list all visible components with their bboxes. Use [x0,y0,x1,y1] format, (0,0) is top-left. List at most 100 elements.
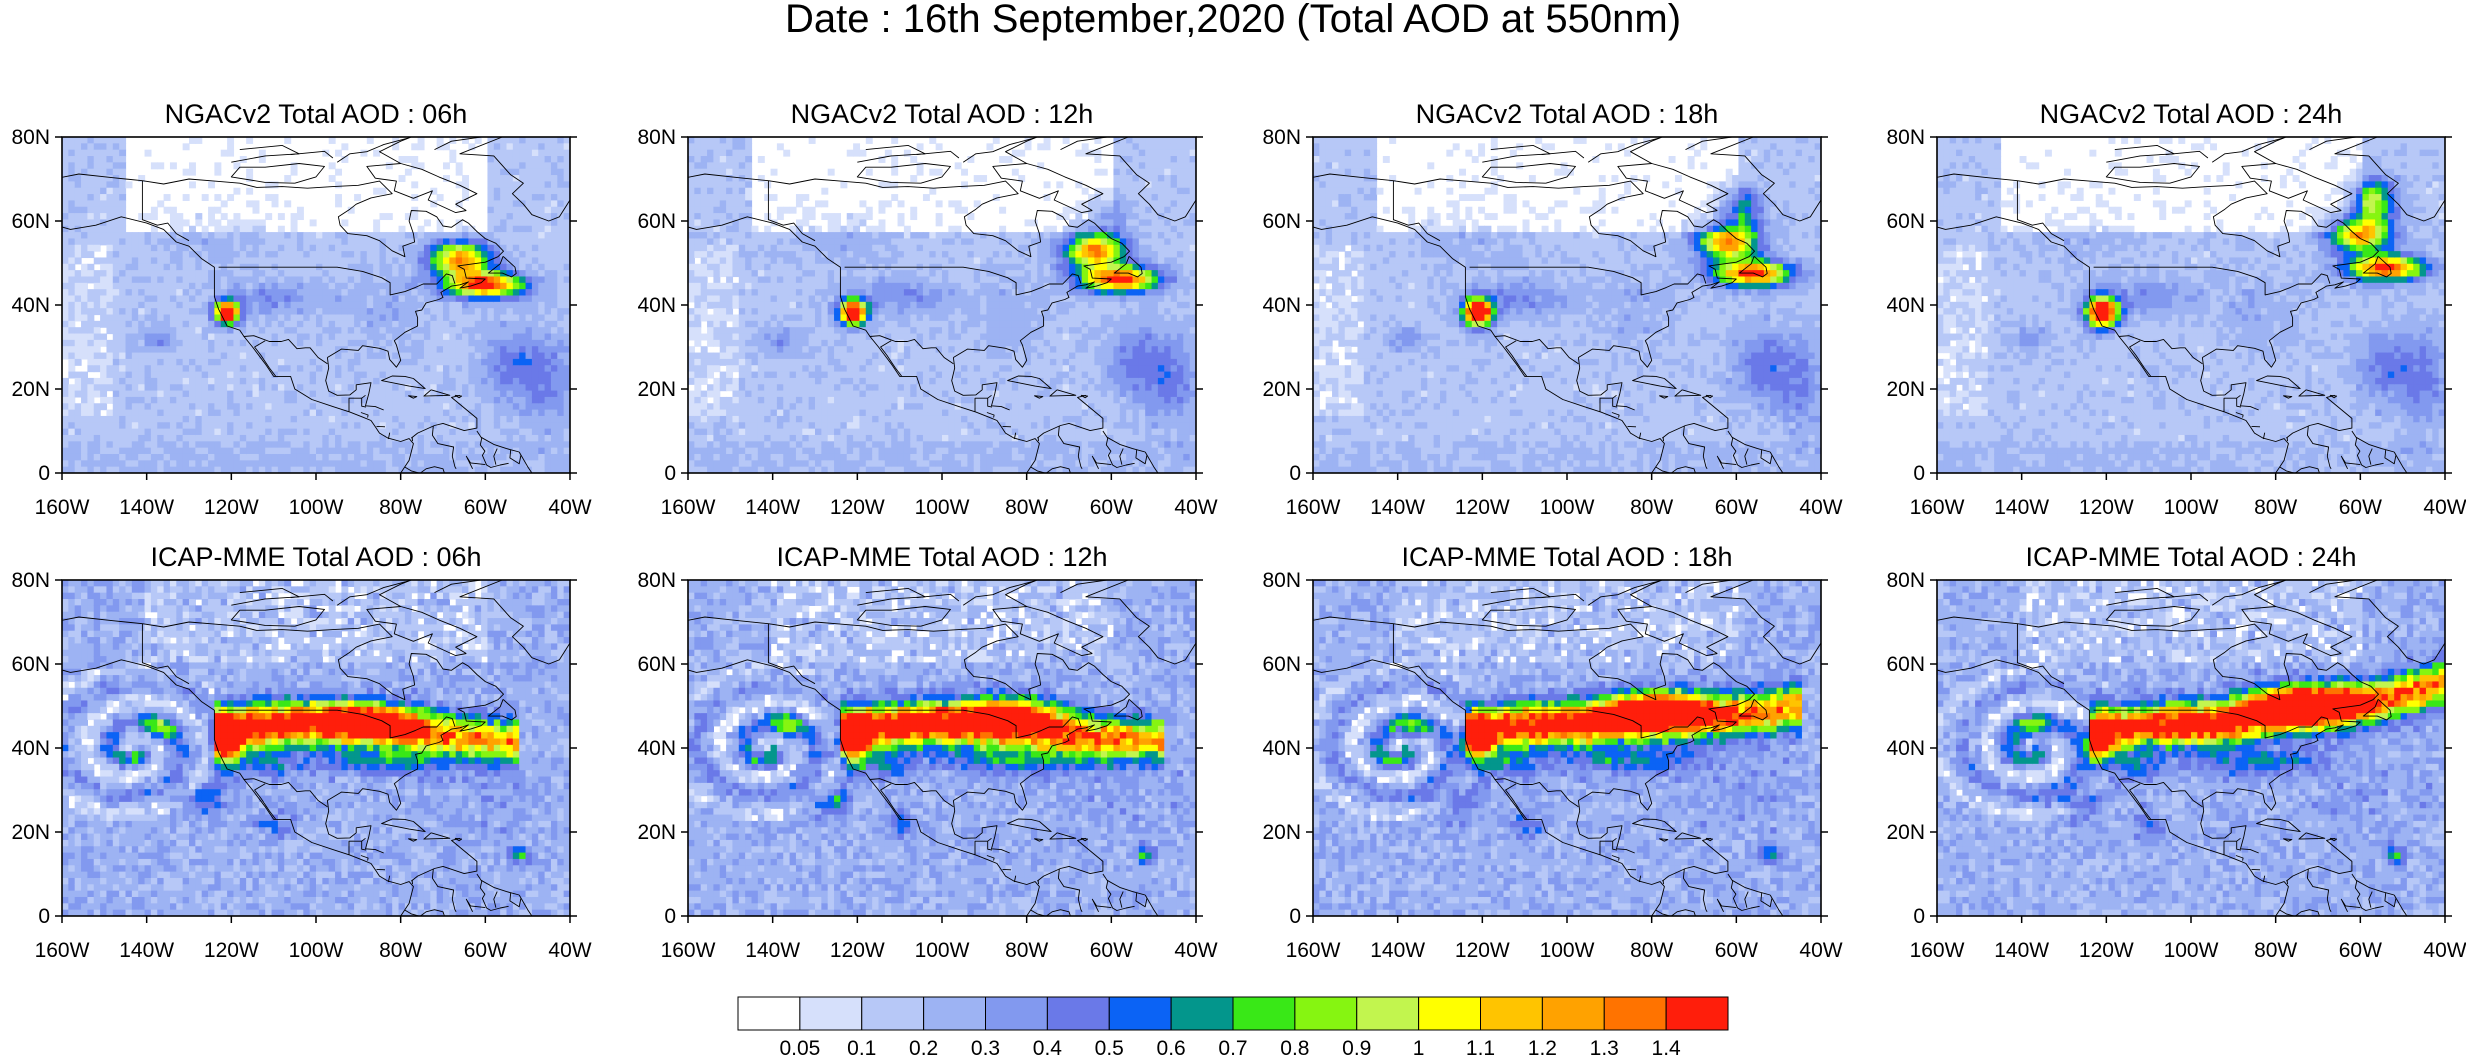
colorbar-box [1046,996,1110,1031]
lon-tick-label: 60W [464,496,507,519]
map-panel: ICAP-MME Total AOD : 24h 80N 60N 40N 20N 0 160… [1886,542,2466,962]
coastlines [62,580,570,916]
lon-tick-label: 160W [1286,939,1341,962]
coastlines [1937,137,2445,473]
lat-tick-label: 40N [637,737,676,760]
colorbar-label: 0.3 [971,1037,1000,1056]
colorbar-label: 0.9 [1342,1037,1371,1056]
colorbar-label: 0.05 [779,1037,820,1056]
lon-tick-label: 80W [1005,939,1048,962]
lat-tick-label: 40N [637,294,676,317]
colorbar-box [1480,996,1543,1031]
lat-tick-label: 20N [1886,821,1925,844]
colorbar-label: 1.1 [1466,1037,1495,1056]
lon-tick-label: 160W [1910,496,1965,519]
lon-tick-label: 100W [2164,939,2219,962]
map-panel: ICAP-MME Total AOD : 12h 80N 60N 40N 20N 0 160… [637,542,1217,962]
coastlines [1313,580,1821,916]
lon-tick-label: 40W [1174,496,1217,519]
colorbar-label: 1.3 [1590,1037,1619,1056]
colorbar-box [1418,996,1482,1031]
map-panel: ICAP-MME Total AOD : 18h 80N 60N 40N 20N 0 160… [1262,542,1842,962]
colorbar-label: 1 [1413,1037,1425,1056]
lat-tick-label: 60N [11,653,50,676]
lon-tick-label: 40W [548,939,591,962]
colorbar-box [1108,996,1172,1031]
map-panel: NGACv2 Total AOD : 12h 80N 60N 40N 20N 0 160W 1… [637,99,1217,519]
lon-tick-label: 80W [1005,496,1048,519]
map-panel: ICAP-MME Total AOD : 06h 80N 60N 40N 20N 0 160… [11,542,591,962]
colorbar-box [737,996,801,1031]
lon-tick-label: 100W [289,496,344,519]
lon-tick-label: 120W [2079,939,2134,962]
lon-tick-label: 120W [1455,496,1510,519]
lon-tick-label: 100W [1540,496,1595,519]
aod-field [1937,580,2445,916]
colorbar-label: 1.2 [1528,1037,1557,1056]
lat-tick-label: 0 [1913,462,1925,485]
lat-tick-label: 60N [637,653,676,676]
lat-tick-label: 20N [11,821,50,844]
map-panel: NGACv2 Total AOD : 24h 80N 60N 40N 20N 0 160W 1… [1886,99,2466,519]
lat-tick-label: 40N [11,737,50,760]
lat-tick-label: 60N [1886,653,1925,676]
lat-tick-label: 0 [38,462,50,485]
lon-tick-label: 120W [204,496,259,519]
lon-tick-label: 80W [1630,939,1673,962]
colorbar-box [1294,996,1358,1031]
lon-tick-label: 120W [830,939,885,962]
lat-tick-label: 60N [1262,653,1301,676]
colorbar-box [1356,996,1420,1031]
panel-title: ICAP-MME Total AOD : 24h [2025,542,2356,572]
lon-tick-label: 60W [1090,939,1133,962]
lon-tick-label: 100W [1540,939,1595,962]
lon-tick-label: 60W [1090,496,1133,519]
aod-field [62,580,570,916]
lat-tick-label: 40N [11,294,50,317]
lon-tick-label: 60W [2339,939,2382,962]
lon-tick-label: 80W [2254,496,2297,519]
lat-tick-label: 20N [637,378,676,401]
lon-tick-label: 80W [2254,939,2297,962]
map-panel: NGACv2 Total AOD : 06h 80N 60N 40N 20N 0 160W 1… [11,99,591,519]
panel-grid: NGACv2 Total AOD : 06h 80N 60N 40N 20N 0 160W 1… [11,99,2466,962]
lat-tick-label: 0 [664,462,676,485]
colorbar-label: 0.7 [1218,1037,1247,1056]
colorbar-label: 0.2 [909,1037,938,1056]
lon-tick-label: 140W [1370,496,1425,519]
lat-tick-label: 40N [1886,294,1925,317]
lon-tick-label: 40W [548,496,591,519]
aod-field [1313,580,1821,916]
lon-tick-label: 40W [1799,496,1842,519]
lon-tick-label: 100W [289,939,344,962]
lat-tick-label: 0 [38,905,50,928]
lat-tick-label: 40N [1262,737,1301,760]
panel-title: NGACv2 Total AOD : 06h [165,99,468,129]
colorbar-label: 0.4 [1033,1037,1063,1056]
lat-tick-label: 20N [1262,821,1301,844]
coastlines [688,137,1196,473]
lat-tick-label: 80N [11,569,50,592]
lat-tick-label: 80N [637,569,676,592]
colorbar-label: 0.6 [1157,1037,1186,1056]
colorbar-box [799,996,863,1031]
colorbar-box [1232,996,1296,1031]
panel-title: NGACv2 Total AOD : 12h [791,99,1094,129]
lat-tick-label: 80N [1886,126,1925,149]
lon-tick-label: 100W [915,939,970,962]
lon-tick-label: 140W [1994,939,2049,962]
lon-tick-label: 140W [119,496,174,519]
panel-title: NGACv2 Total AOD : 18h [1416,99,1719,129]
aod-field [1937,137,2445,473]
lat-tick-label: 0 [664,905,676,928]
lon-tick-label: 160W [661,939,716,962]
lon-tick-label: 140W [119,939,174,962]
aod-field [62,137,570,473]
lon-tick-label: 140W [745,496,800,519]
lat-tick-label: 60N [11,210,50,233]
lon-tick-label: 60W [2339,496,2382,519]
colorbar-box [1665,996,1729,1031]
colorbar-box [1541,996,1605,1031]
colorbar-label: 0.8 [1280,1037,1309,1056]
